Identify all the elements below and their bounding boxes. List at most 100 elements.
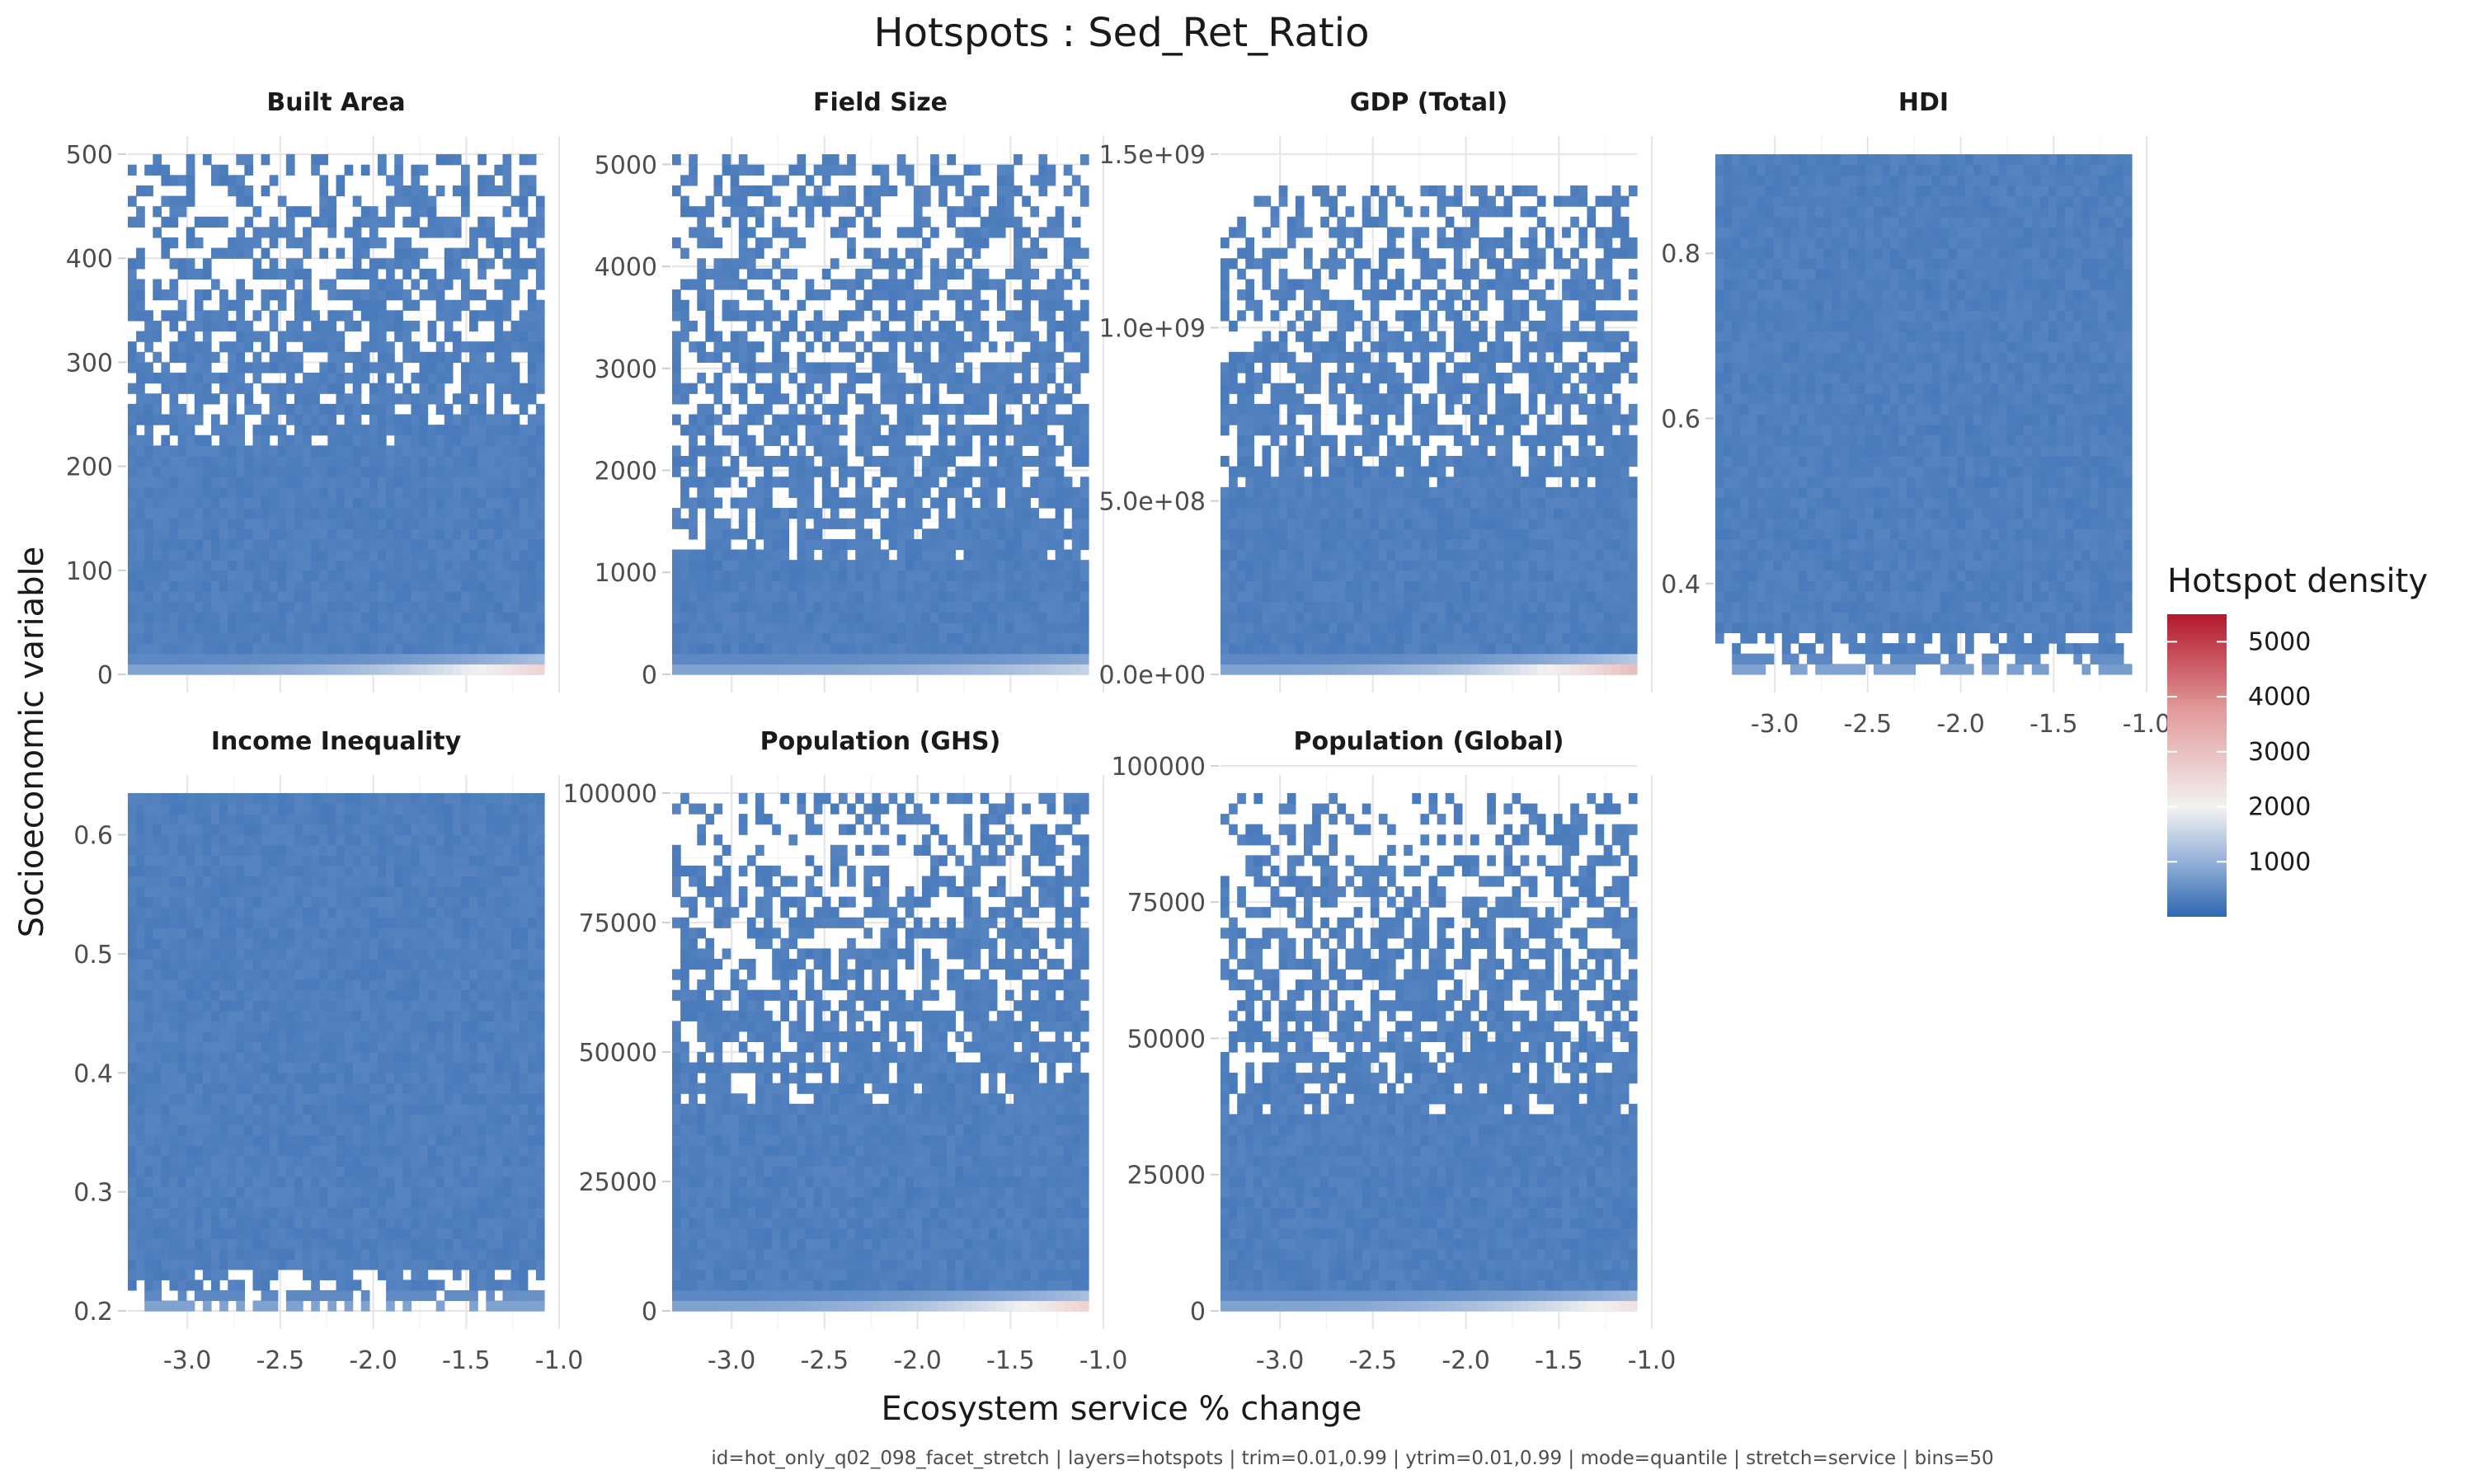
heat-tile: [169, 414, 179, 425]
heat-tile: [905, 445, 915, 457]
heat-tile: [352, 403, 362, 416]
heat-tile: [186, 538, 195, 551]
heat-tile: [1229, 258, 1238, 270]
heat-tile: [1055, 601, 1065, 613]
heat-tile: [1353, 393, 1363, 405]
heat-tile: [1063, 622, 1073, 634]
heat-tile: [780, 643, 789, 655]
heat-tile: [855, 528, 864, 540]
heat-tile: [713, 341, 723, 353]
heat-tile: [746, 590, 756, 603]
heat-tile: [1221, 580, 1230, 592]
heat-tile: [527, 612, 537, 623]
heat-tile: [1278, 643, 1288, 655]
heat-tile: [1030, 393, 1039, 405]
heat-tile: [402, 289, 412, 301]
heat-tile: [427, 351, 437, 364]
heat-tile: [427, 612, 437, 623]
heat-tile: [411, 653, 421, 665]
heat-tile: [813, 320, 823, 332]
heat-tile: [955, 560, 965, 571]
heat-tile: [1495, 590, 1504, 603]
heat-tile: [1470, 268, 1479, 280]
heat-tile: [360, 289, 370, 301]
heat-tile: [394, 528, 403, 540]
heat-tile: [169, 508, 179, 519]
heat-tile: [369, 622, 379, 634]
heat-tile: [1329, 477, 1338, 488]
heat-tile: [402, 580, 412, 592]
heat-tile: [955, 310, 965, 322]
heat-tile: [477, 175, 487, 186]
heat-tile: [294, 477, 303, 488]
heat-tile: [1445, 518, 1455, 529]
heat-tile: [303, 289, 312, 301]
heat-tile: [336, 455, 346, 467]
heat-tile: [888, 612, 898, 623]
heat-tile: [1022, 247, 1031, 259]
heat-tile: [1345, 653, 1355, 665]
heat-tile: [1487, 632, 1496, 644]
heat-tile: [1329, 664, 1338, 675]
heat-tile: [738, 508, 748, 519]
heat-tile: [980, 538, 990, 551]
heat-tile: [1320, 299, 1329, 311]
heat-tile: [797, 393, 807, 405]
heat-tile: [1470, 216, 1479, 228]
heat-tile: [772, 393, 781, 405]
heat-tile: [1071, 445, 1081, 457]
heat-tile: [144, 185, 153, 197]
heat-tile: [527, 497, 537, 509]
heat-tile: [535, 612, 545, 623]
heat-tile: [947, 247, 956, 259]
heat-tile: [402, 653, 412, 665]
heat-tile: [930, 268, 939, 280]
heat-tile: [1362, 434, 1371, 446]
heat-tile: [855, 590, 864, 603]
heat-tile: [1461, 518, 1471, 529]
heat-tile: [1278, 632, 1288, 644]
heat-tile: [477, 549, 487, 561]
heat-tile: [519, 445, 529, 457]
heat-tile: [1278, 560, 1288, 571]
heat-tile: [411, 185, 421, 197]
heat-tile: [772, 601, 781, 613]
heat-tile: [788, 373, 798, 384]
heat-tile: [1503, 653, 1513, 665]
heat-tile: [930, 403, 939, 416]
heat-tile: [872, 279, 882, 290]
heat-tile: [153, 154, 162, 166]
heat-tile: [955, 653, 965, 665]
heat-tile: [510, 538, 520, 551]
heat-tile: [1353, 310, 1363, 322]
heat-tile: [755, 383, 764, 394]
heat-tile: [177, 622, 187, 634]
heat-tile: [1479, 331, 1488, 342]
heat-tile: [955, 601, 965, 613]
heat-tile: [186, 258, 195, 270]
heat-tile: [1337, 518, 1347, 529]
heat-tile: [360, 549, 370, 561]
heat-tile: [930, 154, 939, 166]
heat-tile: [996, 299, 1006, 311]
heat-tile: [738, 216, 748, 228]
heat-tile: [705, 643, 715, 655]
heat-tile: [830, 612, 840, 623]
heat-tile: [938, 445, 948, 457]
heat-tile: [963, 601, 973, 613]
heat-tile: [896, 414, 906, 425]
heat-tile: [872, 590, 882, 603]
heat-tile: [797, 664, 807, 675]
heat-tile: [1329, 195, 1338, 207]
heat-tile: [269, 175, 279, 186]
heat-tile: [327, 622, 337, 634]
heat-tile: [386, 486, 395, 499]
heat-tile: [360, 601, 370, 613]
heat-tile: [336, 362, 346, 373]
heat-tile: [527, 622, 537, 634]
heat-tile: [1461, 403, 1471, 416]
heat-tile: [419, 434, 429, 446]
heat-tile: [863, 528, 872, 540]
heat-tile: [772, 580, 781, 592]
heat-tile: [764, 425, 773, 436]
